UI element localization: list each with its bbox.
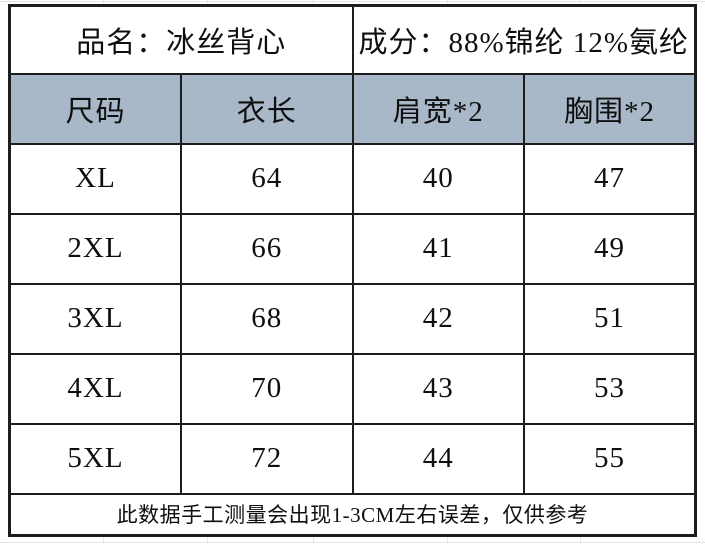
size-chart-table: 品名：冰丝背心 成分：88%锦纶 12%氨纶 尺码 衣长 肩宽*2 胸围*2 X… [8, 4, 697, 537]
table-row: 4XL 70 43 53 [8, 352, 697, 425]
cell-length: 64 [180, 142, 354, 215]
info-row: 品名：冰丝背心 成分：88%锦纶 12%氨纶 [8, 4, 697, 75]
table-row: 5XL 72 44 55 [8, 422, 697, 495]
header-chest: 胸围*2 [523, 72, 697, 145]
cell-shoulder: 40 [351, 142, 525, 215]
cell-chest: 53 [523, 352, 697, 425]
footer-row: 此数据手工测量会出现1-3CM左右误差，仅供参考 [8, 492, 697, 537]
cell-length: 68 [180, 282, 354, 355]
cell-shoulder: 42 [351, 282, 525, 355]
cell-size: 5XL [8, 422, 182, 495]
table-row: 2XL 66 41 49 [8, 212, 697, 285]
table-row: XL 64 40 47 [8, 142, 697, 215]
table-row: 3XL 68 42 51 [8, 282, 697, 355]
spreadsheet-gridline [0, 542, 705, 543]
cell-chest: 55 [523, 422, 697, 495]
composition-cell: 成分：88%锦纶 12%氨纶 [351, 4, 697, 75]
header-shoulder-width: 肩宽*2 [351, 72, 525, 145]
cell-length: 66 [180, 212, 354, 285]
header-row: 尺码 衣长 肩宽*2 胸围*2 [8, 72, 697, 145]
measurement-note: 此数据手工测量会出现1-3CM左右误差，仅供参考 [8, 492, 697, 537]
cell-size: 3XL [8, 282, 182, 355]
product-name-cell: 品名：冰丝背心 [8, 4, 354, 75]
cell-size: XL [8, 142, 182, 215]
cell-size: 2XL [8, 212, 182, 285]
cell-length: 72 [180, 422, 354, 495]
cell-chest: 49 [523, 212, 697, 285]
cell-size: 4XL [8, 352, 182, 425]
cell-chest: 47 [523, 142, 697, 215]
header-length: 衣长 [180, 72, 354, 145]
cell-length: 70 [180, 352, 354, 425]
spreadsheet-gridline [0, 1, 705, 2]
cell-shoulder: 43 [351, 352, 525, 425]
cell-shoulder: 41 [351, 212, 525, 285]
cell-shoulder: 44 [351, 422, 525, 495]
header-size: 尺码 [8, 72, 182, 145]
cell-chest: 51 [523, 282, 697, 355]
